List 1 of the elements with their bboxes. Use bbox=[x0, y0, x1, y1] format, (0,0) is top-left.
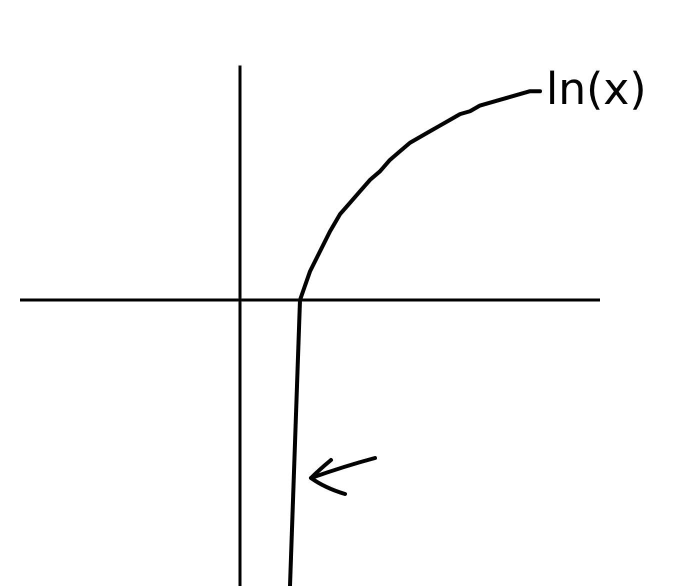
series-label: ln(x) bbox=[546, 64, 646, 116]
